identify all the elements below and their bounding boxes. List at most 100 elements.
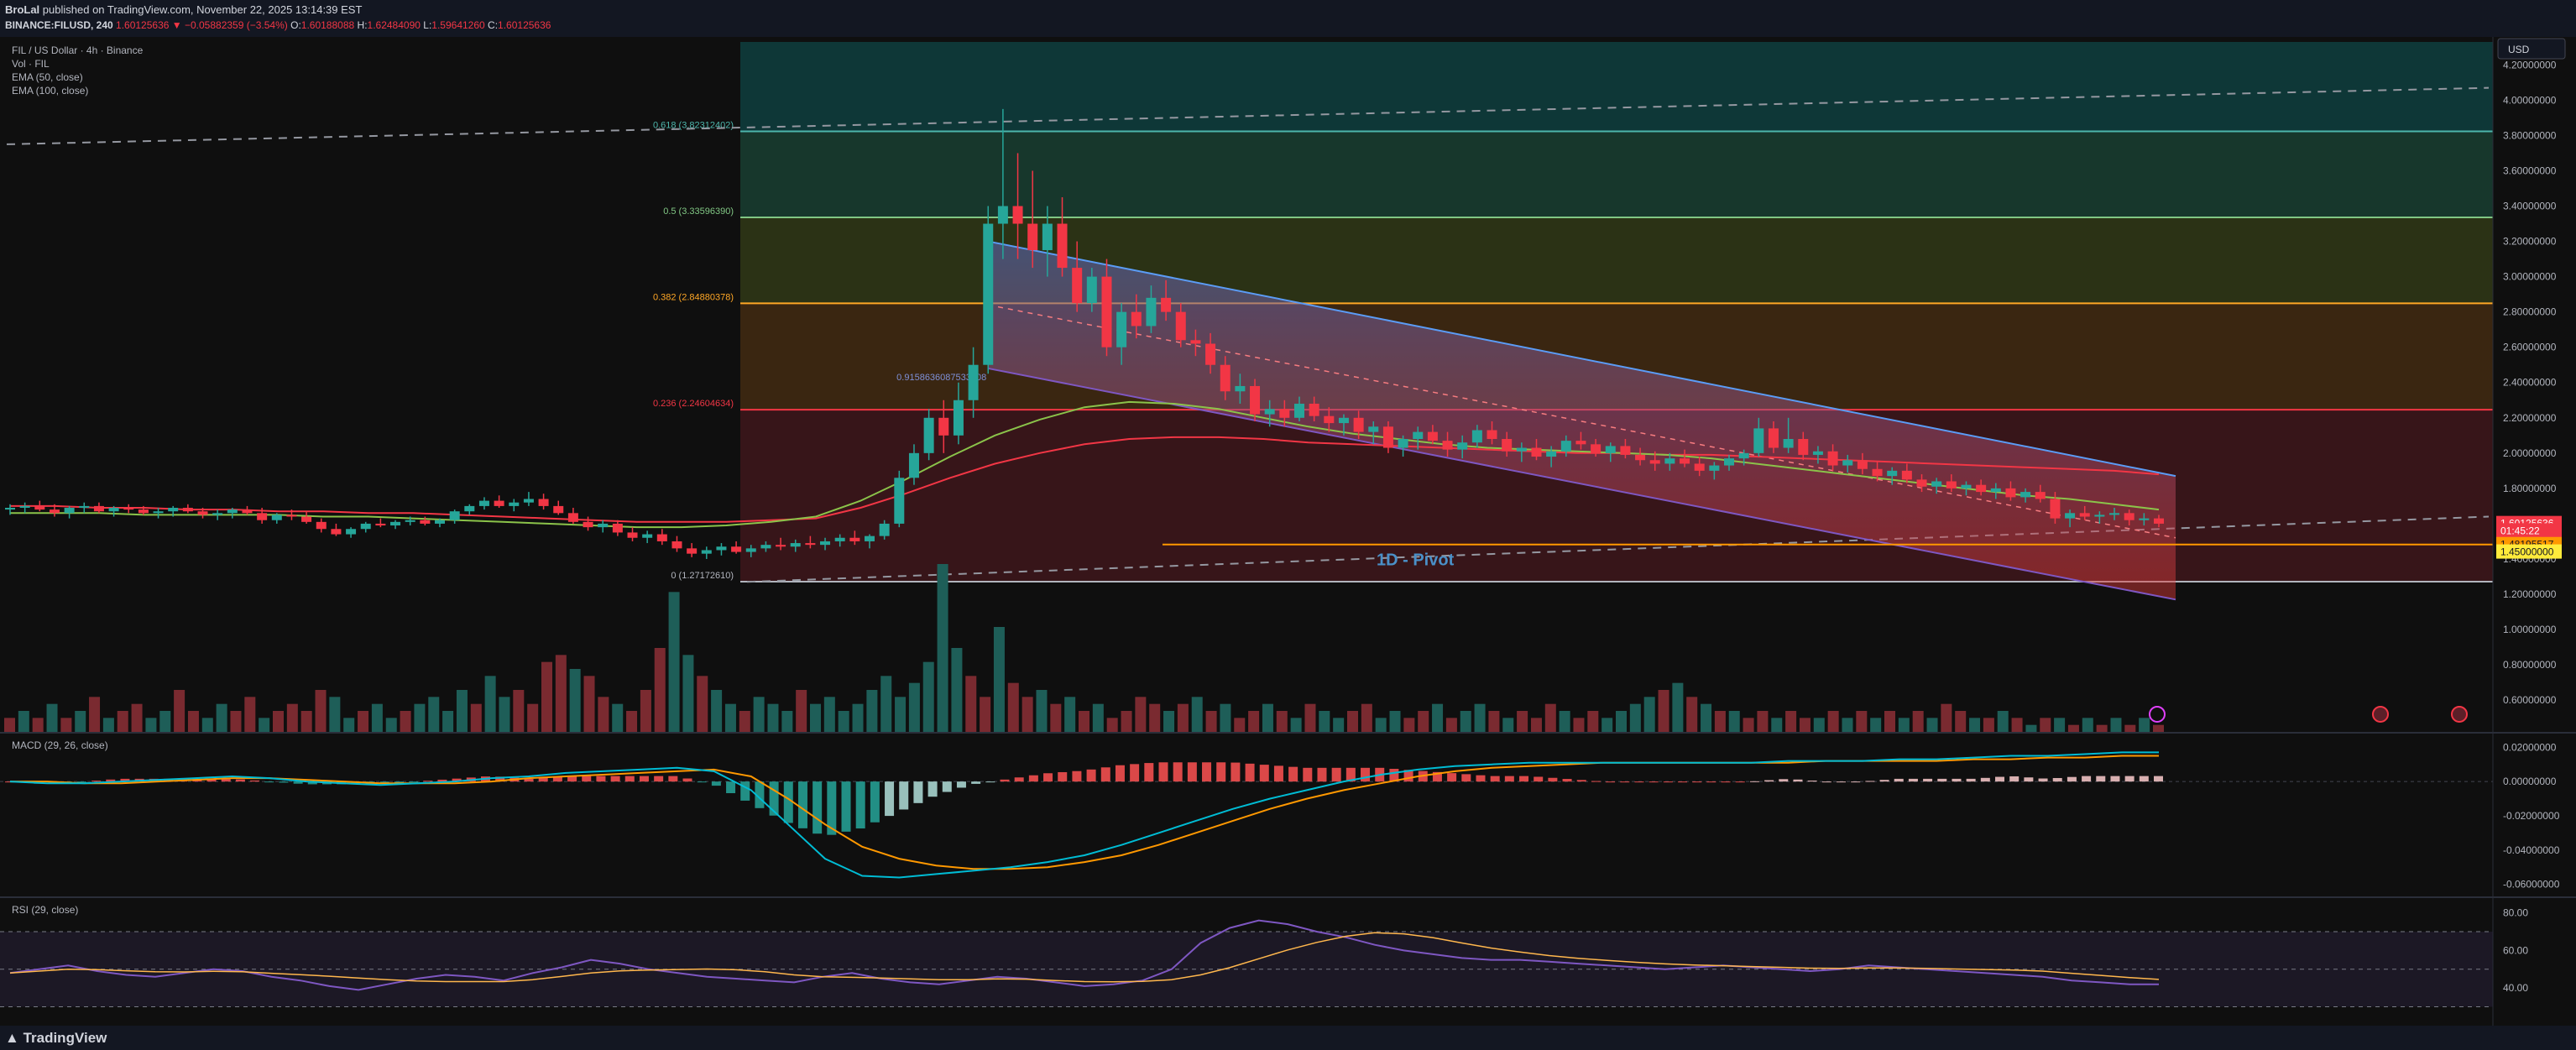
macd-histogram-bar [1980,777,1990,782]
candle-body [1842,460,1853,466]
volume-bar [102,718,114,732]
macd-histogram-bar [1519,776,1529,782]
candle-body [271,515,282,520]
macd-histogram-bar [1692,781,1702,783]
legend-ema100[interactable]: EMA (100, close) [12,85,89,97]
legend-macd[interactable]: MACD (29, 26, close) [12,739,108,751]
macd-histogram-bar [1576,780,1586,782]
volume-bar [470,703,482,732]
volume-bar [2067,724,2079,732]
volume-bar [866,690,878,732]
volume-bar [428,697,440,732]
price-tags: 1.6012563601:45:221.481955171.45000000 [2496,515,2562,559]
tradingview-logo[interactable]: ▲ TradingView [5,1030,107,1047]
macd-histogram-bar [1779,779,1789,782]
legend-volume[interactable]: Vol · FIL [12,58,50,70]
candle-body [1901,470,1912,480]
fib-levels: 0.618 (3.82312402) 0.5 (3.33596390) 0.382 … [653,121,2493,582]
volume-bar [1092,703,1104,732]
volume-bar [2082,718,2093,732]
regression-channel[interactable]: 0.9158636087533508 [896,240,2176,601]
rsi-pane[interactable] [0,919,2493,1008]
volume-bar [230,711,242,732]
publisher-name[interactable]: BroLal [5,3,40,16]
volume-bar [1785,711,1797,732]
volume-bar [131,703,143,732]
volume-bar [852,703,864,732]
macd-histogram-bar [1432,771,1442,782]
macd-histogram-bar [1273,765,1283,782]
macd-histogram-bar [913,781,923,803]
macd-histogram-bar [538,777,548,782]
macd-histogram-bar [1721,781,1731,783]
candle-body [2050,499,2061,519]
candle-body [1293,403,1305,418]
macd-histogram-bar [1043,773,1053,782]
macd-histogram-bar [1548,777,1558,782]
event-markers[interactable] [2149,705,2468,723]
us-flag-event-icon [2451,705,2468,723]
candle-body [2139,518,2150,520]
chart-area[interactable]: 0.618 (3.82312402) 0.5 (3.33596390) 0.382 … [0,37,2576,1026]
rsi-tick: 80.00 [2503,907,2528,919]
volume-bar [1941,703,1952,732]
macd-histogram-bar [221,778,231,782]
macd-histogram-bar [1245,763,1255,782]
price-tick: 1.80000000 [2503,483,2557,494]
macd-histogram-bar [1606,781,1616,783]
macd-histogram-bar [1793,779,1803,782]
symbol-label[interactable]: BINANCE:FILUSD, 240 [5,19,113,31]
macd-histogram-bar [2052,777,2062,782]
macd-histogram-bar [1303,767,1313,782]
trend-lines[interactable] [6,86,2490,583]
candle-body [138,509,149,514]
candle-body [79,505,90,509]
candle-body [93,505,104,512]
macd-histogram-bar [855,781,865,829]
ema-lines [10,400,2160,529]
candle-body [1027,223,1038,251]
volume-bar [456,690,468,732]
macd-histogram-bar [1678,781,1688,783]
volume-bar [385,718,397,732]
volume-bar [513,690,525,732]
candle-body [123,508,134,510]
price-tick: 2.60000000 [2503,342,2557,353]
volume-bar [753,697,765,732]
volume-bar [400,711,411,732]
candle-body [953,400,964,436]
volume-bar [1106,718,1118,732]
volume-bar [1502,718,1514,732]
macd-histogram-bar [885,781,895,817]
volume-bar [1474,703,1486,732]
macd-pane[interactable] [0,751,2493,879]
candle-body [227,509,238,514]
legend-ema50[interactable]: EMA (50, close) [12,71,83,83]
volume-bar [1319,711,1330,732]
volume-bar [1573,718,1585,732]
candle-body [509,502,520,506]
signal-line [10,755,2159,870]
candle-body [1309,403,1319,416]
macd-histogram-bar [1966,778,1976,782]
volume-bar [1304,703,1316,732]
candle-body [434,520,446,524]
candle-body [1768,428,1779,448]
candle-body [1560,441,1571,452]
price-tag-text: 01:45:22 [2500,525,2540,536]
macd-histogram-bar [1158,762,1168,782]
legend-rsi[interactable]: RSI (29, close) [12,904,79,916]
macd-histogram-bar [2096,776,2106,782]
logo-text: TradingView [23,1030,107,1046]
legend-title[interactable]: FIL / US Dollar · 4h · Binance [12,44,144,56]
candle-body [449,511,460,520]
rsi-tick: 60.00 [2503,944,2528,956]
candle-body [1931,481,1942,487]
macd-histogram-bar [755,781,765,808]
candle-body [805,543,816,546]
macd-histogram-bar [654,776,664,782]
volume-bar [1955,711,1967,732]
candle-body [1798,439,1809,455]
macd-histogram-bar [870,781,880,823]
pivot-line[interactable]: 1D - Pivot [1163,543,2493,570]
